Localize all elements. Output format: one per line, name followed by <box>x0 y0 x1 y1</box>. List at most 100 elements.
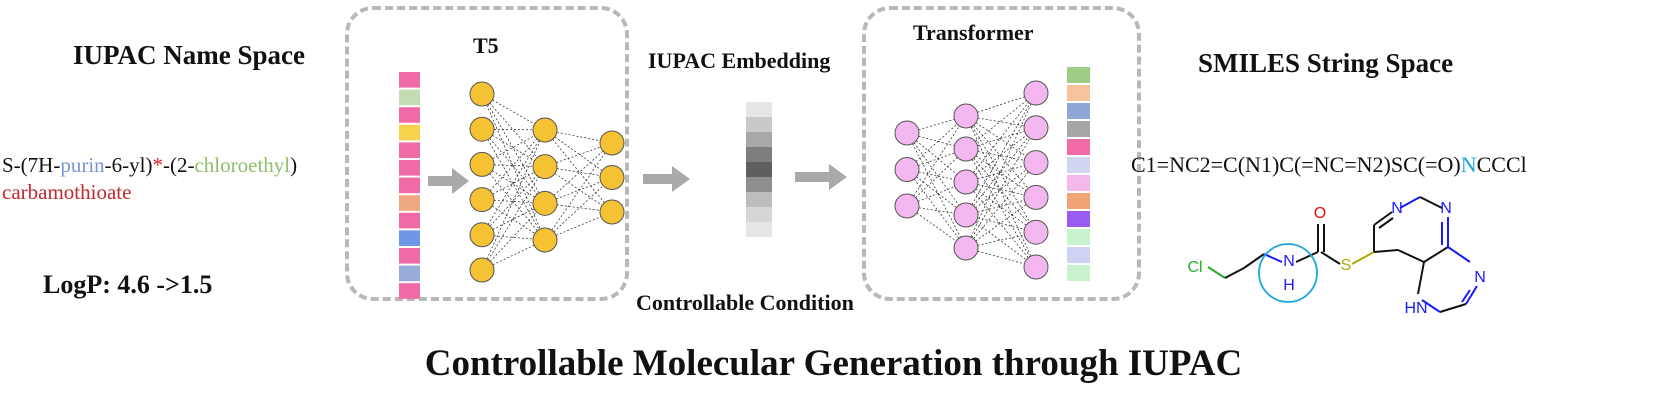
transformer-token <box>1067 67 1090 83</box>
iupac-name-part: S-(7H- <box>2 153 61 177</box>
t5-neurons <box>469 81 625 283</box>
transformer-token <box>1067 211 1090 227</box>
figure-title: Controllable Molecular Generation throug… <box>424 343 1243 384</box>
atom-n3: N <box>1440 200 1452 217</box>
molecule-atom-labels: Cl N H O S N N N HN <box>1187 200 1485 317</box>
transformer-edge <box>906 132 967 183</box>
t5-edge <box>544 142 613 204</box>
t5-edge <box>481 93 546 167</box>
iupac-name-part: purin <box>60 153 105 177</box>
embedding-label: IUPAC Embedding <box>648 48 831 73</box>
t5-token <box>399 283 420 299</box>
transformer-label: Transformer <box>913 20 1034 45</box>
atom-o: O <box>1314 205 1326 222</box>
t5-token <box>399 142 420 158</box>
t5-edge <box>481 93 546 241</box>
t5-neuron <box>469 81 495 107</box>
t5-neuron <box>599 165 625 190</box>
smiles-part: N <box>1460 152 1477 177</box>
t5-edge <box>544 177 613 241</box>
transformer-neuron <box>953 136 979 162</box>
smiles-space-heading: SMILES String Space <box>1198 48 1454 78</box>
t5-label: T5 <box>473 33 499 58</box>
iupac-name-line2: carbamothioate <box>2 180 132 204</box>
arrow-into-transformer <box>795 164 847 190</box>
transformer-token <box>1067 193 1090 209</box>
transformer-token <box>1067 121 1090 137</box>
t5-neuron <box>532 117 558 143</box>
transformer-token <box>1067 157 1090 173</box>
transformer-neuron <box>1023 254 1049 280</box>
t5-neuron <box>469 222 495 248</box>
embedding-cell <box>746 162 772 177</box>
transformer-edge <box>965 115 1037 233</box>
transformer-edge <box>965 92 1037 249</box>
transformer-edge <box>965 162 1037 249</box>
t5-neuron <box>532 227 558 253</box>
transformer-edge <box>965 92 1037 216</box>
transformer-token <box>1067 139 1090 155</box>
transformer-edge <box>906 132 967 216</box>
t5-token <box>399 124 420 141</box>
t5-edge <box>481 128 546 204</box>
transformer-edge <box>965 92 1037 183</box>
t5-token <box>399 177 420 194</box>
molecule-structure <box>1207 196 1478 313</box>
t5-neuron <box>469 151 495 177</box>
t5-token <box>399 212 420 229</box>
transformer-edge <box>965 127 1037 183</box>
transformer-edge <box>906 115 967 207</box>
embedding-cell <box>746 117 772 132</box>
t5-token <box>399 248 420 264</box>
t5-box <box>345 6 629 301</box>
transformer-connections <box>906 92 1037 268</box>
iupac-name-part: ) <box>290 153 298 177</box>
transformer-token <box>1067 103 1090 119</box>
transformer-token-column <box>1067 67 1090 281</box>
iupac-name-part: * <box>152 153 163 177</box>
t5-neuron <box>532 154 558 180</box>
t5-neuron <box>469 116 495 142</box>
atom-nh9: HN <box>1404 300 1427 317</box>
transformer-neuron <box>953 169 979 195</box>
t5-edge <box>544 129 613 213</box>
transformer-neuron <box>1023 115 1049 141</box>
transformer-neuron <box>1023 80 1049 106</box>
atom-s: S <box>1341 257 1352 274</box>
transformer-token <box>1067 175 1090 191</box>
t5-edge <box>481 203 546 271</box>
t5-edge <box>544 142 613 241</box>
transformer-token <box>1067 247 1090 263</box>
t5-token <box>399 195 420 211</box>
t5-edge <box>481 166 546 271</box>
t5-token <box>399 72 420 88</box>
t5-edge <box>481 93 546 204</box>
arrow-into-embedding <box>643 166 690 192</box>
embedding-cell <box>746 132 772 147</box>
t5-edge <box>481 166 546 236</box>
transformer-edge <box>906 115 967 170</box>
transformer-edge <box>906 169 967 249</box>
iupac-embedding-vector <box>746 102 772 237</box>
t5-neuron <box>532 190 558 216</box>
t5-neuron <box>469 257 495 283</box>
iupac-name-part: -6-yl) <box>104 153 153 177</box>
transformer-edge <box>965 127 1037 249</box>
t5-token <box>399 160 420 176</box>
embedding-cell <box>746 207 772 222</box>
smiles-part: CCCl <box>1476 152 1527 177</box>
smiles-string: C1=NC2=C(N1)C(=NC=N2)SC(=O)NCCCl <box>1131 152 1527 178</box>
embedding-cell <box>746 147 772 162</box>
t5-token <box>399 230 420 246</box>
transformer-edge <box>965 148 1037 268</box>
iupac-space-heading: IUPAC Name Space <box>73 40 305 70</box>
embedding-cell <box>746 177 772 192</box>
t5-edge <box>481 164 546 241</box>
embedding-cell <box>746 192 772 207</box>
t5-neuron <box>599 130 625 156</box>
transformer-edge <box>965 92 1037 150</box>
transformer-edge <box>965 127 1037 216</box>
transformer-neuron <box>894 193 920 219</box>
transformer-edge <box>965 214 1037 268</box>
t5-token <box>399 89 420 106</box>
